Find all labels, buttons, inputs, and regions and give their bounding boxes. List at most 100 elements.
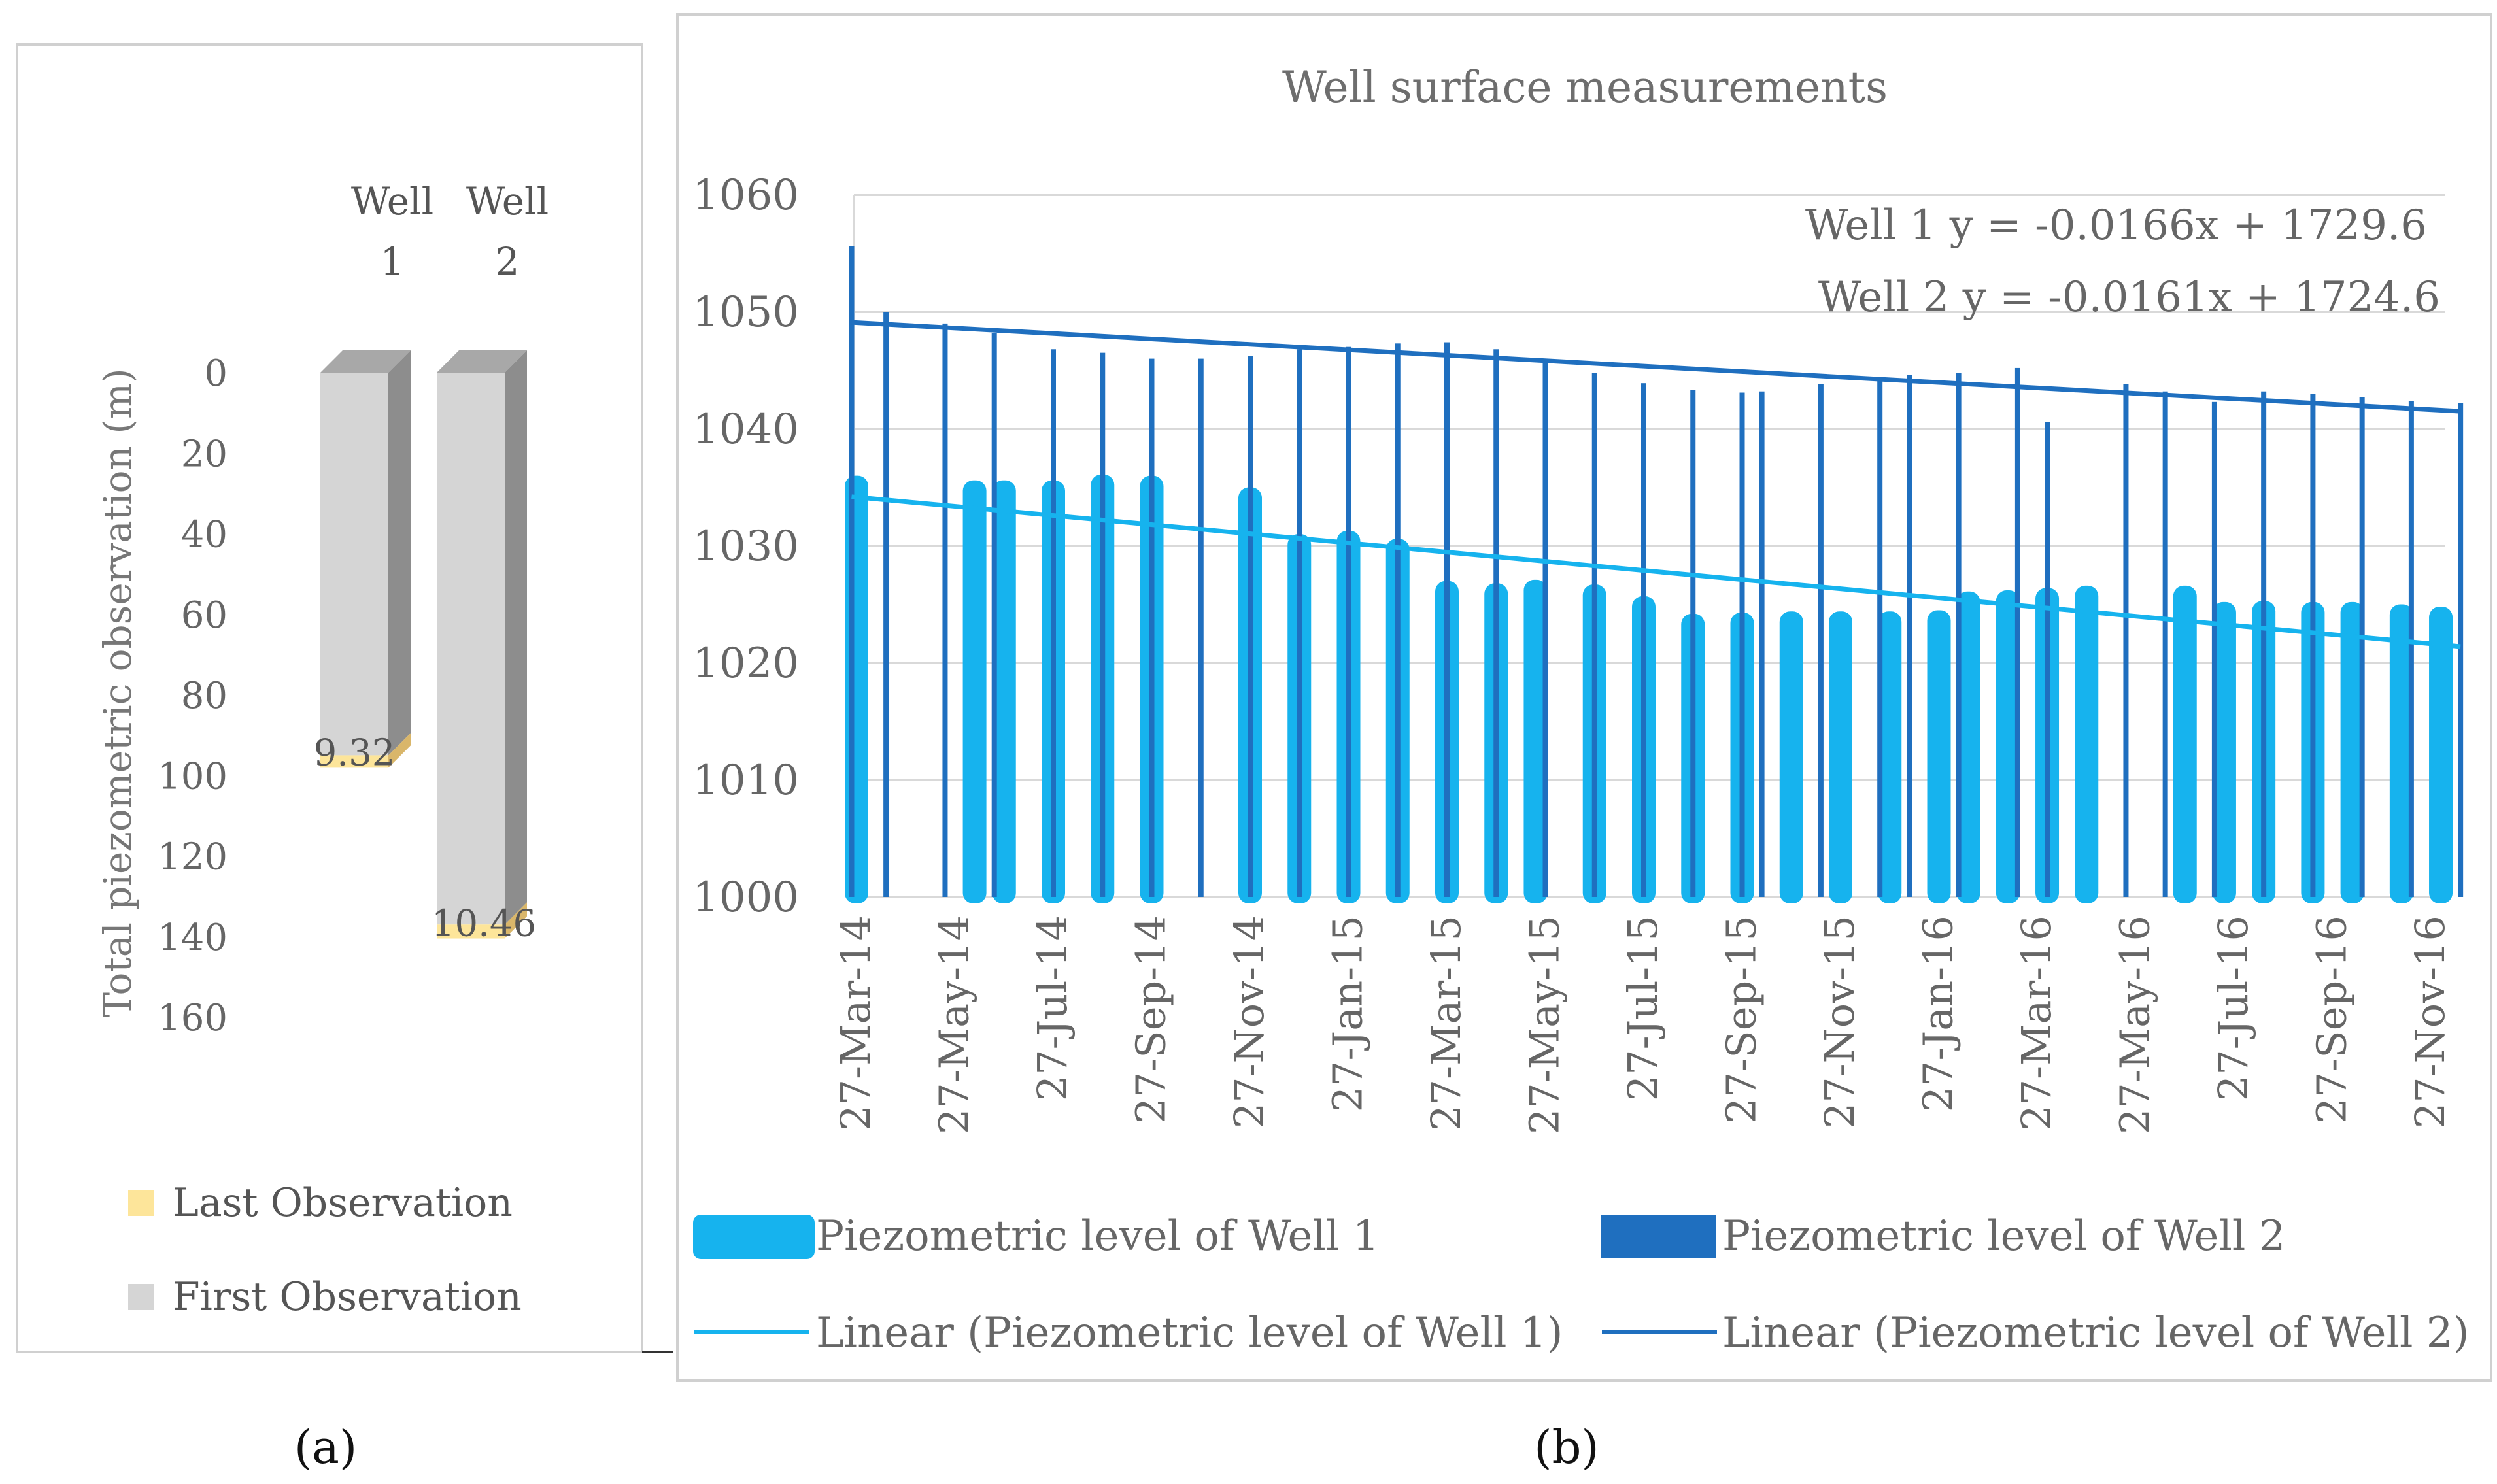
panel-b-y-tick-label: 1030	[692, 522, 799, 571]
panel-b-x-tick-label: 27-Nov-16	[2406, 915, 2454, 1128]
panel-b-x-tick-label: 27-Sep-16	[2308, 915, 2356, 1124]
legend-label-linear-well2: Linear (Piezometric level of Well 2)	[1722, 1309, 2469, 1357]
well2-bar	[1907, 375, 1912, 897]
well1-bar	[1927, 610, 1951, 903]
bar-last-observation-front	[437, 924, 505, 939]
panel-a-y-tick-label: 0	[204, 352, 228, 395]
panel-a-bars: 9.32 10.46	[314, 350, 536, 945]
panel-b-x-tick-label: 27-Jul-16	[2209, 915, 2257, 1101]
panel-b-x-tick-label: 27-Nov-15	[1816, 915, 1863, 1128]
bar-first-observation-top	[320, 350, 411, 373]
well2-bar	[2408, 401, 2414, 897]
equation-well1: Well 1 y = -0.0166x + 1729.6	[1805, 201, 2427, 250]
well1-bar	[2212, 601, 2236, 903]
panel-b-chart: Well surface measurements 1000 1010 1020 10…	[676, 13, 2492, 1382]
bar-last-observation-side	[388, 733, 411, 768]
panel-b-y-tick-label: 1010	[692, 756, 799, 805]
well2-bar	[1690, 390, 1696, 897]
panel-a-y-tick-label: 140	[158, 917, 228, 959]
panel-b-y-tick-label: 1040	[692, 405, 799, 454]
well2-bar	[942, 323, 948, 897]
legend-swatch-well2	[1601, 1215, 1716, 1258]
column-header-well1-line1: Well	[351, 179, 433, 224]
panel-a-y-tick-label: 20	[181, 433, 228, 475]
well2-bar	[1542, 360, 1548, 897]
panel-b-x-tick-label: 27-Mar-16	[2013, 915, 2060, 1131]
equation-well2: Well 2 y = -0.0161x + 1724.6	[1818, 273, 2440, 322]
well1-bar	[2340, 601, 2364, 903]
well2-bar	[2162, 391, 2168, 897]
panel-a-y-ticks: 0 20 40 60 80 100 120 140 160	[158, 352, 228, 1039]
column-header-well1-line2: 1	[381, 239, 405, 284]
well2-bar	[1198, 358, 1204, 897]
well2-bar	[1641, 383, 1646, 897]
panel-a-caption: (a)	[294, 1421, 357, 1474]
panel-b-x-tick-label: 27-Sep-15	[1718, 915, 1765, 1124]
panel-b-y-tick-label: 1020	[692, 639, 799, 688]
well2-bar	[1818, 384, 1824, 897]
bar-last-observation-front	[320, 755, 388, 768]
well1-bar	[962, 480, 987, 903]
well2-bar	[1346, 346, 1351, 897]
panel-b-x-tick-label: 27-Nov-14	[1225, 915, 1273, 1128]
panel-b-x-tick-label: 27-Jul-15	[1619, 915, 1667, 1101]
well2-bar	[1759, 391, 1765, 897]
panel-b-x-tick-label: 27-May-14	[930, 915, 978, 1134]
panel-a-y-tick-label: 120	[158, 836, 228, 879]
trendlines	[851, 320, 2461, 649]
legend-label-last-observation: Last Observation	[173, 1180, 513, 1226]
well2-bar	[883, 312, 889, 897]
legend-label-linear-well1: Linear (Piezometric level of Well 1)	[816, 1309, 1563, 1357]
well1-bar	[1996, 590, 2020, 903]
trendline-well1	[851, 494, 2461, 649]
legend-label-first-observation: First Observation	[173, 1274, 522, 1320]
well2-bar	[1100, 352, 1106, 897]
well1-bar	[2075, 585, 2099, 903]
well1-bar	[1829, 611, 1852, 903]
well1-bar	[2173, 585, 2197, 903]
legend-swatch-well1	[693, 1215, 815, 1259]
legend-swatch-last-observation	[128, 1190, 154, 1216]
bar-last-observation-data-label: 10.46	[432, 903, 536, 945]
panel-b-x-tick-label: 27-May-16	[2111, 915, 2159, 1134]
trendline-well2	[851, 320, 2461, 414]
well2-bar	[1051, 349, 1056, 897]
well1-bar	[845, 475, 868, 903]
legend-swatch-first-observation	[128, 1284, 154, 1310]
well2-bar	[2211, 401, 2217, 897]
well2-bar	[1956, 373, 1962, 897]
panel-b-x-ticks: 27-Mar-14 27-May-14 27-Jul-14 27-Sep-14 27-N…	[832, 915, 2454, 1134]
panel-b-title: Well surface measurements	[1282, 62, 1888, 112]
well2-bar	[2359, 397, 2365, 897]
panel-b-x-tick-label: 27-Mar-14	[832, 915, 879, 1131]
well1-bar	[1878, 611, 1902, 903]
panel-b-x-tick-label: 27-Jan-16	[1914, 915, 1962, 1112]
panel-a-chart: Well 1 Well 2 Total piezometric observat…	[16, 43, 673, 1353]
well2-bar	[1395, 343, 1401, 897]
bar-last-observation-side	[505, 902, 527, 939]
well2-bar	[2045, 422, 2050, 897]
bar-last-observation-data-label: 9.32	[314, 732, 396, 774]
bar-first-observation-front	[437, 373, 505, 925]
well2-bar	[1444, 342, 1450, 897]
panel-a-y-tick-label: 100	[158, 755, 228, 798]
panel-b-y-tick-label: 1060	[692, 171, 799, 220]
well2-bar	[1493, 349, 1499, 897]
well1-bar	[1523, 579, 1548, 903]
panel-b-y-tick-label: 1050	[692, 288, 799, 337]
well1-bar	[992, 480, 1016, 903]
well2-bar	[1877, 379, 1883, 897]
well2-bar	[1149, 358, 1155, 897]
bar-first-observation-side	[388, 350, 411, 756]
panel-b-x-tick-label: 27-May-15	[1521, 915, 1569, 1134]
panel-b-caption: (b)	[1534, 1421, 1599, 1474]
panel-b-x-tick-label: 27-Jan-15	[1324, 915, 1372, 1112]
panel-a-y-tick-label: 60	[181, 594, 228, 637]
well2-bar	[1248, 356, 1253, 897]
panel-b-x-tick-label: 27-Jul-14	[1028, 915, 1076, 1101]
well1-bar	[2389, 604, 2413, 903]
panel-b-y-tick-label: 1000	[692, 873, 799, 922]
panel-a-y-tick-label: 160	[158, 997, 228, 1039]
column-header-well2-line2: 2	[496, 239, 520, 284]
